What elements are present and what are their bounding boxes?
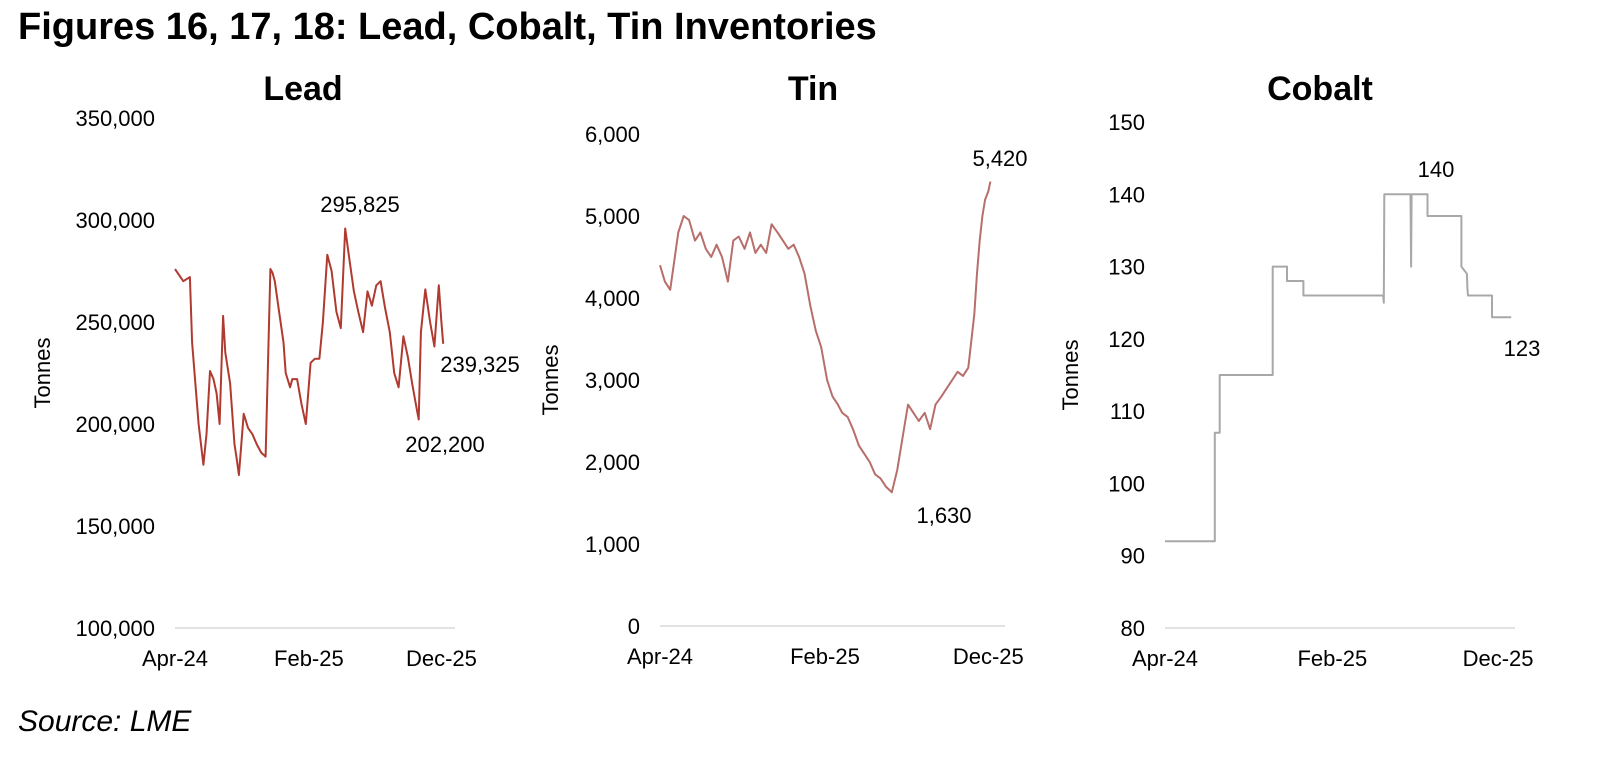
lead-chart: Lead Tonnes 100,000 150,000 200,000 250,000 30… [0, 60, 520, 690]
cobalt-y-tick-label: 110 [1110, 399, 1145, 424]
cobalt-x-tick-label: Feb-25 [1297, 646, 1367, 671]
tin-series-line [659, 181, 992, 494]
tin-data-label: 1,630 [916, 503, 971, 528]
tin-x-tick-label: Dec-25 [953, 644, 1024, 669]
cobalt-y-tick-label: 80 [1121, 616, 1145, 641]
cobalt-y-tick-label: 120 [1108, 327, 1145, 352]
source-note: Source: LME [18, 705, 192, 738]
cobalt-data-label: 140 [1418, 157, 1455, 182]
cobalt-data-label: 123 [1504, 336, 1541, 361]
tin-y-tick-label: 6,000 [585, 122, 640, 147]
lead-x-tick-label: Dec-25 [406, 646, 477, 671]
cobalt-x-tick-label: Apr-24 [1132, 646, 1198, 671]
cobalt-y-tick-label: 150 [1108, 110, 1145, 135]
tin-y-tick-label: 1,000 [585, 532, 640, 557]
tin-y-tick-label: 2,000 [585, 450, 640, 475]
lead-x-tick-label: Apr-24 [142, 646, 208, 671]
lead-y-tick-label: 250,000 [75, 310, 155, 335]
cobalt-y-tick-label: 130 [1108, 255, 1145, 280]
tin-x-tick-label: Feb-25 [790, 644, 860, 669]
cobalt-series-line [1165, 193, 1512, 543]
lead-data-label: 295,825 [320, 192, 400, 217]
cobalt-y-axis-label: Tonnes [1058, 340, 1083, 411]
cobalt-chart-svg: Cobalt Tonnes 80 90 100 110 120 130 140 150 Apr-24… [1058, 70, 1541, 671]
tin-chart: Tin Tonnes 0 1,000 2,000 3,000 4,000 5,000 6,000… [530, 60, 1050, 690]
tin-data-label: 5,420 [972, 146, 1027, 171]
lead-y-tick-label: 150,000 [75, 514, 155, 539]
lead-y-tick-label: 300,000 [75, 208, 155, 233]
tin-chart-svg: Tin Tonnes 0 1,000 2,000 3,000 4,000 5,000 6,000… [538, 70, 1028, 669]
lead-x-tick-label: Feb-25 [274, 646, 344, 671]
lead-y-tick-label: 100,000 [75, 616, 155, 641]
tin-x-tick-label: Apr-24 [627, 644, 693, 669]
cobalt-x-tick-label: Dec-25 [1463, 646, 1534, 671]
tin-y-tick-label: 5,000 [585, 204, 640, 229]
tin-chart-title: Tin [788, 70, 838, 108]
tin-y-tick-label: 0 [628, 614, 640, 639]
tin-y-tick-label: 3,000 [585, 368, 640, 393]
lead-y-tick-label: 350,000 [75, 106, 155, 131]
tin-y-tick-label: 4,000 [585, 286, 640, 311]
lead-data-label: 202,200 [405, 432, 485, 457]
lead-chart-title: Lead [263, 70, 342, 108]
lead-series-line [174, 227, 445, 476]
cobalt-chart-title: Cobalt [1267, 70, 1373, 108]
cobalt-chart: Cobalt Tonnes 80 90 100 110 120 130 140 150 Apr-24… [1058, 60, 1580, 690]
lead-y-tick-label: 200,000 [75, 412, 155, 437]
cobalt-y-tick-label: 90 [1121, 544, 1145, 569]
lead-data-label: 239,325 [440, 352, 520, 377]
tin-y-axis-label: Tonnes [538, 345, 563, 416]
cobalt-y-tick-label: 140 [1108, 182, 1145, 207]
lead-y-axis-label: Tonnes [30, 338, 55, 409]
cobalt-y-tick-label: 100 [1108, 471, 1145, 496]
lead-chart-svg: Lead Tonnes 100,000 150,000 200,000 250,000 30… [30, 70, 520, 671]
figure-title: Figures 16, 17, 18: Lead, Cobalt, Tin In… [18, 6, 877, 48]
